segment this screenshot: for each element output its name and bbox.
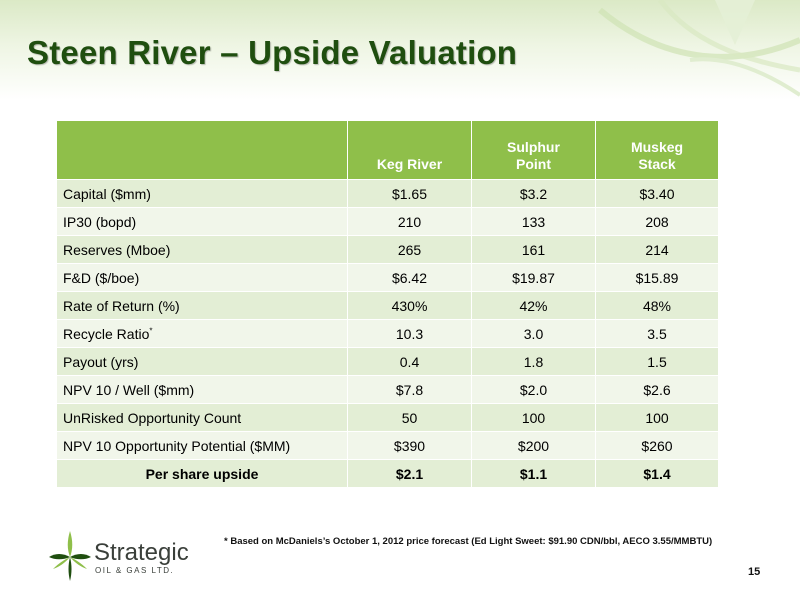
table-header-row: Keg River Sulphur Point Muskeg Stack — [56, 120, 719, 180]
column-header-label — [56, 120, 348, 180]
table-cell: $2.0 — [471, 375, 596, 404]
table-cell: $3.2 — [471, 179, 596, 208]
footnote: * Based on McDaniels’s October 1, 2012 p… — [224, 536, 713, 547]
table-cell: $200 — [471, 431, 596, 460]
strategic-logo-icon — [49, 531, 91, 581]
decorative-flourish — [598, 0, 800, 97]
page-title: Steen River – Upside Valuation — [27, 34, 518, 71]
total-row-label: Per share upside — [56, 459, 348, 488]
total-cell: $2.1 — [347, 459, 472, 488]
table-cell: 10.3 — [347, 319, 472, 348]
table-cell: $6.42 — [347, 263, 472, 292]
column-header-text: Sulphur Point — [507, 139, 560, 172]
row-label-text: UnRisked Opportunity Count — [63, 409, 242, 426]
row-label-text: Reserves (Mboe) — [63, 241, 171, 258]
row-label-text: NPV 10 / Well ($mm) — [63, 381, 195, 398]
table-row: Rate of Return (%) 430% 42% 48% — [56, 291, 719, 320]
table-cell: $7.8 — [347, 375, 472, 404]
table-cell: $1.65 — [347, 179, 472, 208]
table-cell: 265 — [347, 235, 472, 264]
page-number: 15 — [748, 566, 761, 578]
row-label: Capital ($mm) — [56, 179, 348, 208]
footnote-marker: * — [149, 325, 153, 335]
table-row: Payout (yrs) 0.4 1.8 1.5 — [56, 347, 719, 376]
logo-wordmark: Strategic — [94, 539, 189, 566]
logo-subtitle: OIL & GAS LTD. — [95, 566, 175, 575]
row-label: NPV 10 / Well ($mm) — [56, 375, 348, 404]
column-header-text: Muskeg Stack — [630, 139, 684, 172]
table-row: UnRisked Opportunity Count 50 100 100 — [56, 403, 719, 432]
column-header-sulphur-point: Sulphur Point — [471, 120, 596, 180]
table-row: Recycle Ratio* 10.3 3.0 3.5 — [56, 319, 719, 348]
row-label: Payout (yrs) — [56, 347, 348, 376]
table-row: NPV 10 Opportunity Potential ($MM) $390 $2… — [56, 431, 719, 460]
row-label: NPV 10 Opportunity Potential ($MM) — [56, 431, 348, 460]
column-header-muskeg-stack: Muskeg Stack — [595, 120, 719, 180]
row-label-text: NPV 10 Opportunity Potential ($MM) — [63, 437, 291, 454]
row-label: F&D ($/boe) — [56, 263, 348, 292]
table-row: NPV 10 / Well ($mm) $7.8 $2.0 $2.6 — [56, 375, 719, 404]
row-label: Rate of Return (%) — [56, 291, 348, 320]
table-row: Capital ($mm) $1.65 $3.2 $3.40 — [56, 179, 719, 208]
table-cell: 161 — [471, 235, 596, 264]
table-cell: $19.87 — [471, 263, 596, 292]
table-cell: 133 — [471, 207, 596, 236]
row-label-text: Recycle Ratio — [63, 325, 150, 342]
table-cell: $390 — [347, 431, 472, 460]
row-label-text: Payout (yrs) — [63, 353, 139, 370]
table-cell: 100 — [595, 403, 719, 432]
table-cell: 50 — [347, 403, 472, 432]
table-cell: 48% — [595, 291, 719, 320]
total-row: Per share upside $2.1 $1.1 $1.4 — [56, 459, 719, 488]
row-label: IP30 (bopd) — [56, 207, 348, 236]
row-label-text: IP30 (bopd) — [63, 213, 137, 230]
table-cell: $15.89 — [595, 263, 719, 292]
table-cell: 1.5 — [595, 347, 719, 376]
table-cell: $260 — [595, 431, 719, 460]
table-cell: 3.0 — [471, 319, 596, 348]
total-cell: $1.1 — [471, 459, 596, 488]
row-label-text: F&D ($/boe) — [63, 269, 140, 286]
table-cell: 100 — [471, 403, 596, 432]
table-cell: 0.4 — [347, 347, 472, 376]
table-cell: 1.8 — [471, 347, 596, 376]
table-cell: 42% — [471, 291, 596, 320]
table-row: IP30 (bopd) 210 133 208 — [56, 207, 719, 236]
table-cell: $3.40 — [595, 179, 719, 208]
table-row: F&D ($/boe) $6.42 $19.87 $15.89 — [56, 263, 719, 292]
row-label: UnRisked Opportunity Count — [56, 403, 348, 432]
row-label: Reserves (Mboe) — [56, 235, 348, 264]
table-row: Reserves (Mboe) 265 161 214 — [56, 235, 719, 264]
row-label-text: Rate of Return (%) — [63, 297, 180, 314]
table-cell: 208 — [595, 207, 719, 236]
table-cell: 3.5 — [595, 319, 719, 348]
row-label-text: Capital ($mm) — [63, 185, 151, 202]
table-cell: $2.6 — [595, 375, 719, 404]
total-cell: $1.4 — [595, 459, 719, 488]
column-header-keg-river: Keg River — [347, 120, 472, 180]
valuation-table: Keg River Sulphur Point Muskeg Stack Cap… — [56, 120, 719, 488]
table-cell: 430% — [347, 291, 472, 320]
table-cell: 210 — [347, 207, 472, 236]
row-label: Recycle Ratio* — [56, 319, 348, 348]
table-cell: 214 — [595, 235, 719, 264]
